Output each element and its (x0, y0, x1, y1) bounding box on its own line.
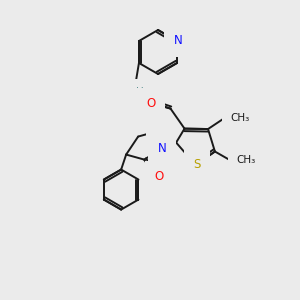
Text: N: N (158, 142, 167, 155)
Text: S: S (193, 158, 200, 172)
Text: CH₃: CH₃ (236, 154, 255, 164)
Text: CH₃: CH₃ (230, 113, 249, 123)
Text: N: N (128, 91, 136, 103)
Text: O: O (154, 170, 164, 183)
Text: O: O (146, 97, 155, 110)
Text: H: H (154, 138, 162, 148)
Text: H: H (136, 87, 144, 97)
Text: N: N (174, 34, 182, 47)
